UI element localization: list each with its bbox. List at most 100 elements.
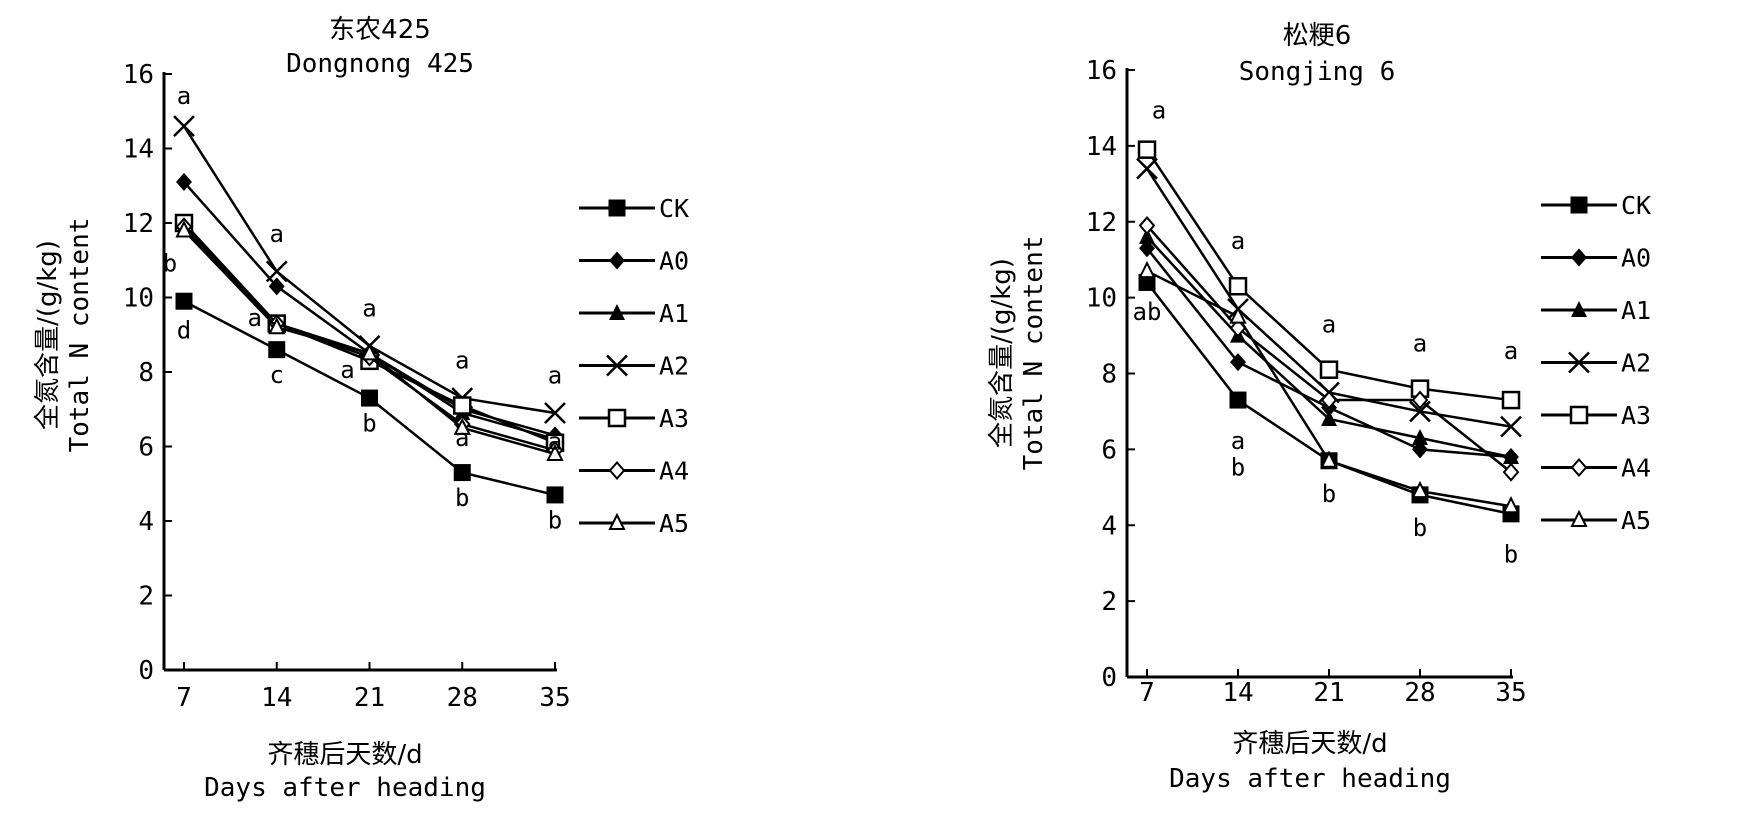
y-axis-label-en: Total N content [1019, 236, 1049, 471]
legend-label: CK [659, 194, 689, 223]
data-point-a0 [268, 277, 285, 296]
y-tick-label: 16 [1086, 56, 1117, 86]
y-tick-label: 6 [138, 433, 154, 463]
legend-label: A4 [1621, 454, 1651, 483]
data-point-a1 [1139, 227, 1155, 244]
series-a5 [1138, 260, 1520, 514]
chart-subtitle: Songjing 6 [1239, 57, 1396, 87]
significance-label: a [548, 362, 562, 390]
y-tick-label: 16 [123, 60, 154, 90]
legend-label: A5 [1621, 506, 1651, 535]
x-axis-label-en: Days after heading [204, 773, 486, 803]
data-point-a2 [544, 402, 566, 424]
series-line-a5 [1146, 269, 1512, 508]
series-a2 [173, 115, 566, 424]
data-point-a0 [1230, 353, 1246, 372]
significance-label: b [1322, 480, 1336, 508]
legend-item-a4: A4 [1541, 454, 1651, 483]
data-point-a0 [176, 173, 192, 192]
legend-label: A5 [659, 509, 689, 538]
legend-item-a3: A3 [579, 404, 689, 433]
significance-label: a [548, 428, 562, 456]
x-tick-label: 14 [1222, 678, 1253, 708]
x-tick-label: 28 [447, 683, 478, 713]
significance-label: b [455, 484, 469, 512]
significance-label: a [270, 220, 284, 248]
legend-marker-a1 [609, 304, 625, 320]
legend-item-a1: A1 [1541, 296, 1651, 325]
legend: CK A0 A1 A2 A3 A4 A5 [1541, 191, 1651, 535]
legend-label: A2 [1621, 349, 1651, 378]
legend-label: A0 [1621, 244, 1651, 273]
data-point-ck [453, 464, 471, 482]
data-point-ck [361, 389, 378, 407]
chart-panel-dongnong-425: 东农425 Dongnong 425 全氮含量/(g/kg) Total N c… [33, 15, 689, 803]
data-point-a3 [1228, 276, 1248, 296]
legend-marker-ck [608, 199, 626, 217]
x-tick-label: 28 [1404, 678, 1435, 708]
data-point-a4 [1502, 462, 1520, 482]
data-point-a5 [1320, 450, 1338, 468]
x-tick-label: 14 [261, 683, 292, 713]
legend-item-a5: A5 [1541, 506, 1651, 535]
significance-label: a [455, 424, 469, 452]
y-tick-label: 4 [1101, 511, 1117, 541]
data-point-a5 [268, 317, 286, 335]
legend-item-a0: A0 [1541, 244, 1651, 273]
data-point-ck [268, 341, 286, 359]
legend-item-a2: A2 [579, 352, 689, 381]
legend-label: CK [1621, 191, 1651, 220]
significance-label: d [177, 316, 191, 344]
significance-label: a [1231, 227, 1245, 255]
significance-label: b [1413, 514, 1427, 542]
series-a3 [1137, 140, 1521, 410]
x-tick-label: 35 [1495, 678, 1526, 708]
data-point-a4 [1138, 216, 1156, 236]
data-point-a1 [1321, 410, 1337, 427]
chart-subtitle: Dongnong 425 [286, 49, 474, 79]
significance-label: a [1504, 337, 1518, 365]
y-tick-label: 14 [123, 135, 154, 165]
legend: CK A0 A1 A2 A3 A4 A5 [579, 194, 689, 538]
data-point-a3 [453, 396, 472, 415]
legend-item-ck: CK [579, 194, 689, 223]
data-point-a2 [173, 115, 195, 138]
significance-label: a [1413, 330, 1427, 358]
legend-item-a5: A5 [579, 509, 689, 538]
data-point-a5 [1502, 496, 1520, 514]
y-tick-label: 14 [1086, 132, 1117, 162]
data-point-a5 [360, 343, 379, 361]
significance-label: a [177, 82, 191, 110]
significance-label: a [455, 347, 469, 375]
legend-item-a3: A3 [1541, 401, 1651, 430]
significance-label: b [1231, 453, 1245, 481]
legend-marker-a0 [609, 251, 625, 270]
data-point-a5 [175, 220, 193, 238]
legend-label: A1 [1621, 296, 1651, 325]
y-tick-label: 6 [1101, 435, 1117, 465]
chart-title: 松粳6 [1283, 21, 1352, 51]
data-point-a2 [265, 260, 288, 283]
y-axis-label-en: Total N content [65, 218, 95, 453]
y-axis-label-zh: 全氮含量/(g/kg) [987, 258, 1017, 448]
significance-label: a [248, 304, 262, 332]
legend-label: A2 [659, 352, 689, 381]
legend-marker-a4 [1570, 457, 1588, 478]
x-tick-label: 7 [176, 683, 192, 713]
data-point-a5 [1138, 260, 1156, 279]
x-tick-label: 21 [354, 683, 385, 713]
chart-title: 东农425 [329, 15, 431, 45]
series-line-a1 [183, 229, 556, 441]
data-point-a4 [1411, 390, 1429, 410]
y-tick-label: 10 [123, 284, 154, 314]
x-tick-label: 7 [1139, 678, 1155, 708]
legend-item-a4: A4 [579, 457, 689, 486]
significance-label: b [362, 410, 376, 438]
significance-label: b [1504, 541, 1518, 569]
significance-label: a [1322, 311, 1336, 339]
series-ck [175, 292, 564, 504]
data-point-a5 [453, 417, 471, 435]
x-axis-label-en: Days after heading [1169, 764, 1451, 794]
